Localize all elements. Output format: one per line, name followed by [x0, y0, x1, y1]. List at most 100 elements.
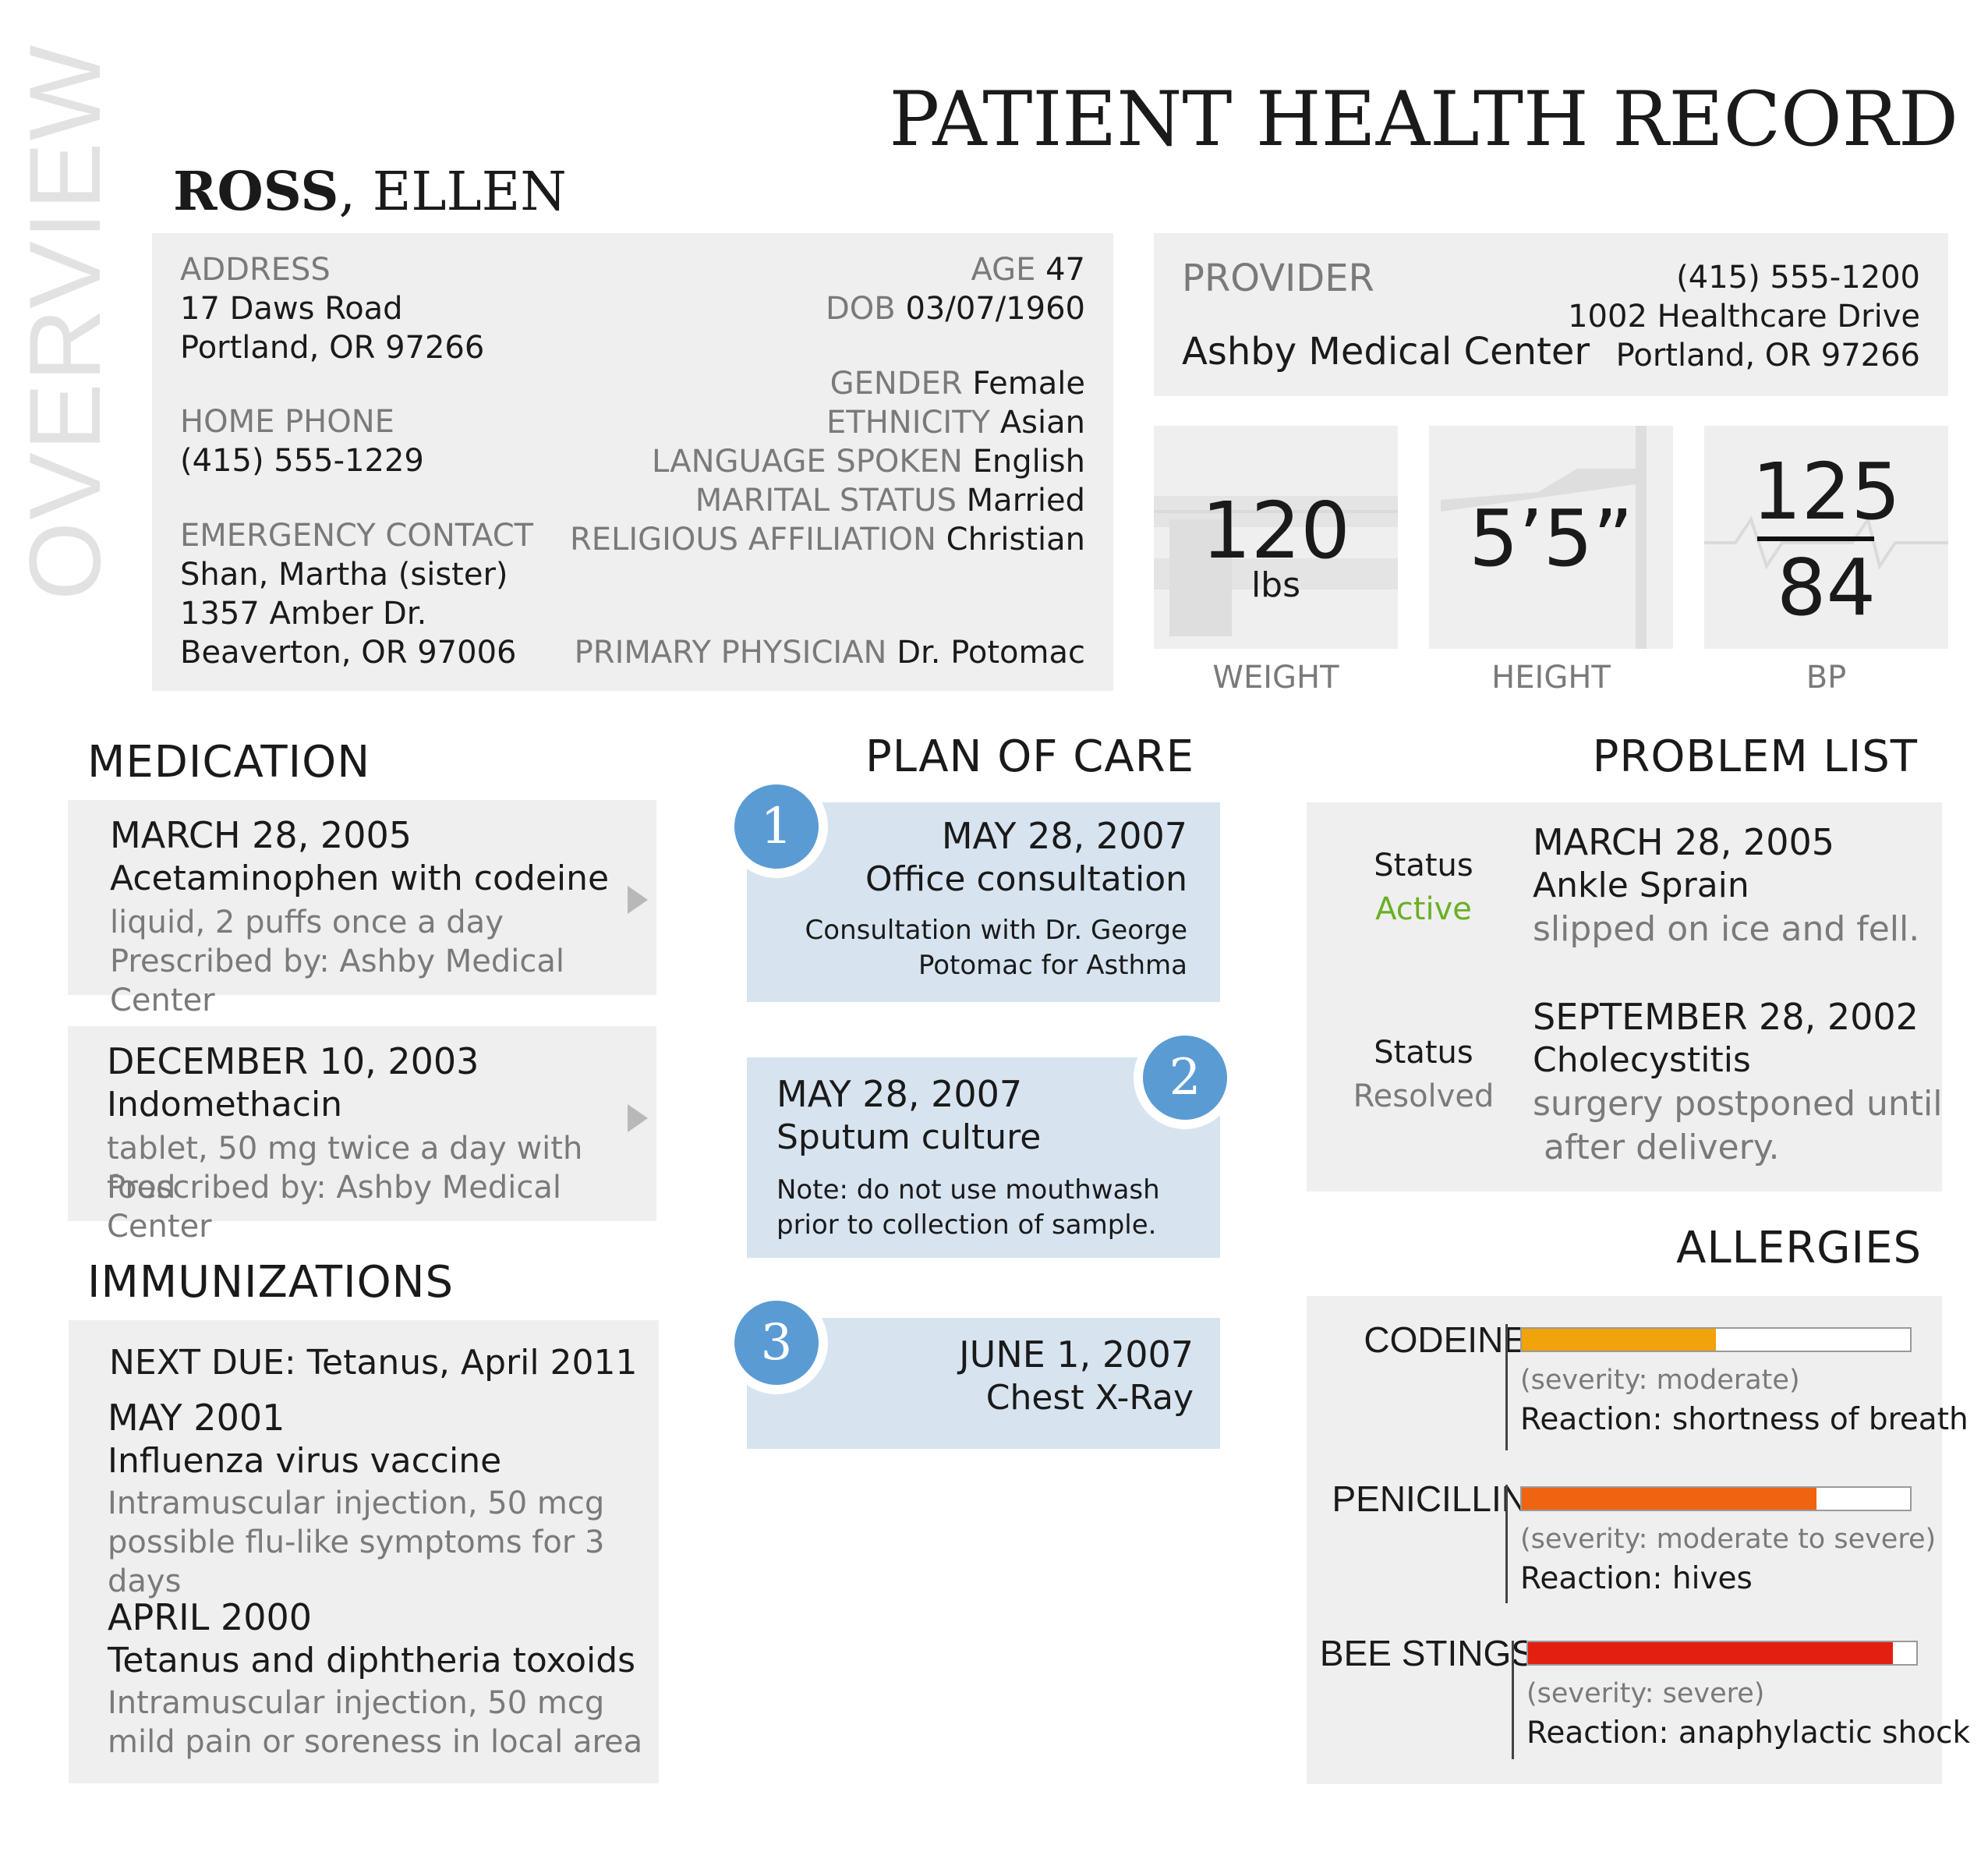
provider-phone: (415) 555-1200: [1676, 260, 1920, 296]
gender-field: GENDER Female: [830, 366, 1085, 402]
medication-date: DECEMBER 10, 2003: [107, 1040, 479, 1082]
medication-card[interactable]: MARCH 28, 2005 Acetaminophen with codein…: [68, 800, 656, 1018]
height-label: HEIGHT: [1491, 660, 1611, 696]
weight-value: 120: [1201, 485, 1350, 576]
chevron-right-icon[interactable]: [628, 886, 648, 914]
plan-note: Note: do not use mouthwash: [776, 1174, 1160, 1206]
medication-dosage: tablet, 50 mg twice a day with food: [107, 1131, 583, 1206]
emergency-contact-line1: 1357 Amber Dr.: [180, 596, 427, 632]
marital-status-field: MARITAL STATUS Married: [695, 483, 1085, 519]
immunization-next-due: NEXT DUE: Tetanus, April 2011: [109, 1343, 638, 1383]
provider-name: Ashby Medical Center: [1182, 330, 1590, 374]
heartbeat-icon: [1704, 515, 1948, 570]
address-line2: Portland, OR 97266: [180, 330, 485, 366]
step-badge: 2: [1134, 1026, 1236, 1129]
plan-of-care-heading: PLAN OF CARE: [865, 731, 1194, 782]
medication-prescriber: Prescribed by: Ashby Medical Center: [107, 1170, 562, 1245]
plan-date: MAY 28, 2007: [776, 1073, 1023, 1115]
step-badge: 3: [725, 1291, 828, 1394]
overview-side-label: OVERVIEW: [8, 43, 122, 600]
step-badge: 1: [725, 775, 828, 878]
emergency-contact-label: EMERGENCY CONTACT: [180, 518, 534, 554]
allergy-reaction: Reaction: anaphylactic shock: [1526, 1716, 1971, 1751]
problem-list-heading: PROBLEM LIST: [1592, 731, 1918, 782]
primary-physician-field: PRIMARY PHYSICIAN Dr. Potomac: [574, 635, 1085, 671]
home-phone-label: HOME PHONE: [180, 404, 394, 440]
severity-bar: [1526, 1641, 1918, 1666]
weight-card: 120 lbs: [1154, 426, 1398, 649]
plan-card[interactable]: MAY 28, 2007 Office consultation Consult…: [747, 802, 1220, 1002]
age-field: AGE 47: [971, 252, 1085, 288]
bp-systolic: 125: [1752, 446, 1901, 537]
medication-name: Indomethacin: [107, 1085, 343, 1124]
severity-fill: [1522, 1329, 1716, 1351]
severity-fill: [1528, 1642, 1894, 1664]
address-line1: 17 Daws Road: [180, 291, 403, 327]
scale-icon: [1154, 496, 1398, 636]
overview-card: ADDRESS 17 Daws Road Portland, OR 97266 …: [152, 233, 1113, 691]
patient-first-name: , ELLEN: [338, 161, 567, 223]
home-phone-value: (415) 555-1229: [180, 443, 424, 479]
problem-status-active: Active: [1375, 891, 1472, 927]
provider-address2: Portland, OR 97266: [1615, 338, 1920, 374]
page-title: PATIENT HEALTH RECORD: [889, 76, 1958, 163]
chevron-right-icon[interactable]: [628, 1104, 648, 1132]
problem-list-card: Status Active MARCH 28, 2005 Ankle Sprai…: [1307, 802, 1942, 1192]
problem-note: surgery postponed until: [1533, 1084, 1943, 1124]
immunization-detail: Intramuscular injection, 50 mcg: [108, 1485, 605, 1521]
allergy-severity: (severity: moderate): [1520, 1365, 1800, 1396]
bp-fraction-line: [1757, 536, 1874, 541]
ethnicity-field: ETHNICITY Asian: [826, 405, 1085, 441]
immunization-detail: Intramuscular injection, 50 mcg: [108, 1685, 605, 1721]
plan-title: Office consultation: [865, 859, 1187, 899]
medication-card[interactable]: DECEMBER 10, 2003 Indomethacin tablet, 5…: [68, 1026, 656, 1245]
severity-bar: [1520, 1327, 1912, 1352]
medication-name: Acetaminophen with codeine: [110, 859, 610, 898]
allergies-heading: ALLERGIES: [1676, 1223, 1922, 1273]
weight-unit: lbs: [1250, 565, 1301, 605]
immunization-name: Tetanus and diphtheria toxoids: [108, 1641, 636, 1680]
allergy-reaction: Reaction: shortness of breath: [1520, 1402, 1969, 1437]
allergy-name: PENICILLIN: [1332, 1478, 1527, 1519]
bp-card: 125 84: [1704, 426, 1948, 649]
immunization-name: Influenza virus vaccine: [108, 1441, 502, 1481]
severity-fill: [1522, 1488, 1817, 1510]
allergy-divider: [1505, 1324, 1508, 1450]
allergy-divider: [1512, 1641, 1514, 1759]
height-card: 5’5”: [1429, 426, 1673, 649]
plan-title: Chest X-Ray: [985, 1378, 1194, 1418]
allergy-name: CODEINE: [1364, 1319, 1527, 1360]
patient-name: ROSS, ELLEN: [173, 161, 567, 224]
problem-date: SEPTEMBER 28, 2002: [1533, 996, 1919, 1038]
medication-heading: MEDICATION: [87, 737, 371, 788]
plan-title: Sputum culture: [776, 1117, 1042, 1157]
problem-status-label: Status: [1374, 848, 1473, 883]
allergy-name: BEE STINGS: [1319, 1633, 1535, 1673]
provider-label: PROVIDER: [1182, 257, 1374, 300]
provider-card: PROVIDER Ashby Medical Center (415) 555-…: [1154, 233, 1948, 396]
immunization-date: APRIL 2000: [108, 1596, 313, 1638]
patient-last-name: ROSS: [173, 161, 339, 223]
emergency-contact-line2: Beaverton, OR 97006: [180, 635, 517, 671]
bp-label: BP: [1806, 660, 1847, 696]
plan-note: Consultation with Dr. George: [805, 915, 1187, 946]
problem-name: Cholecystitis: [1533, 1040, 1751, 1080]
language-field: LANGUAGE SPOKEN English: [652, 444, 1085, 480]
plan-date: MAY 28, 2007: [941, 815, 1187, 857]
height-ruler-icon: [1441, 426, 1647, 649]
medication-date: MARCH 28, 2005: [110, 814, 412, 856]
plan-note: prior to collection of sample.: [776, 1209, 1157, 1241]
provider-address1: 1002 Healthcare Drive: [1568, 299, 1920, 335]
immunization-detail: mild pain or soreness in local area: [108, 1724, 643, 1760]
problem-note: after delivery.: [1533, 1128, 1780, 1167]
allergy-severity: (severity: moderate to severe): [1520, 1524, 1937, 1555]
weight-label: WEIGHT: [1212, 660, 1339, 696]
medication-prescriber: Prescribed by: Ashby Medical Center: [110, 944, 565, 1018]
allergy-severity: (severity: severe): [1526, 1678, 1765, 1709]
medication-dosage: liquid, 2 puffs once a day: [110, 905, 504, 940]
problem-note: slipped on ice and fell.: [1533, 909, 1920, 949]
problem-status-label: Status: [1374, 1035, 1473, 1071]
emergency-contact-name: Shan, Martha (sister): [180, 557, 508, 593]
bp-diastolic: 84: [1776, 542, 1877, 633]
problem-status-resolved: Resolved: [1353, 1078, 1495, 1114]
